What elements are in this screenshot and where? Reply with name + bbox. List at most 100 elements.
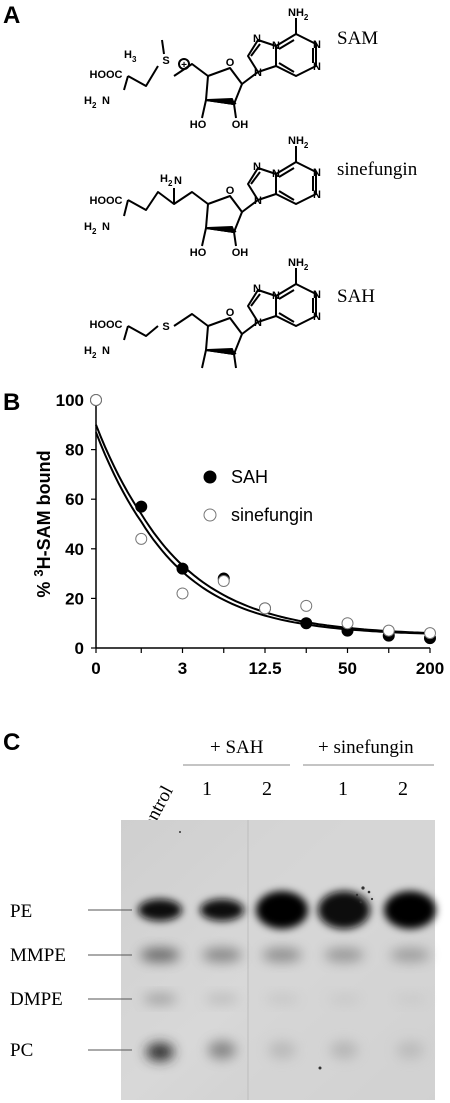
ribose-oxygen: O [226,307,235,319]
gel-band [324,948,364,962]
panel-label-a: A [3,2,21,29]
gel-band [384,891,436,929]
amino-label: H2 [84,95,97,110]
amine-label: NH2 [288,7,309,22]
y-axis-label: % 3H-SAM bound [31,450,54,597]
y-tick-label: 80 [65,441,84,460]
hydroxyl-bonds [201,99,237,119]
methyl-bond [161,39,165,55]
hydroxyl-label: OH [232,119,249,131]
band-label-pc: PC [10,1040,34,1061]
ribose-bold-edge [207,226,235,233]
side-chain [127,191,209,211]
glycosidic-bond [241,321,259,335]
charge-circle [178,58,190,70]
hydroxyl-label: HO [190,247,207,259]
data-point-sinefungin [424,627,436,640]
adenine-six-ring [275,161,317,205]
hydroxyl-bonds [201,227,237,247]
amine-label: NH2 [288,135,309,150]
amino-label: H2 [84,221,97,236]
amino-label: H2 [84,345,97,360]
ribose-oxygen: O [226,57,235,69]
hydroxyl-label: HO [190,369,207,370]
carboxyl-label: HOOC [90,69,123,81]
adenine-double-bonds [278,39,314,73]
n-atom: N [272,40,280,52]
adenine-five-ring [247,167,277,201]
lane-number-sah-1: 1 [202,778,212,800]
data-point-SAH [176,562,189,575]
chain-bonds [127,325,159,337]
y-tick-label: 60 [65,490,84,509]
lane-header-sah: + SAH [210,737,264,758]
data-point-sinefungin [341,617,354,630]
molecule-structure-sah: NH2NNNNNOHOOHSHOOCH2N [84,257,321,370]
n-atom: N [313,39,321,51]
panel-label-c: C [3,729,21,756]
imidazole-double-bond [250,293,261,307]
carboxyl-label: HOOC [90,319,123,331]
lane-number-sinefungin-1: 1 [338,778,348,800]
gel-band [268,1041,296,1059]
gel-band [143,994,177,1004]
gel-band [327,994,361,1004]
gel-band [390,948,430,962]
y-tick-label: 20 [65,589,84,608]
lane-number-sinefungin-2: 2 [398,778,408,800]
adenine-double-bonds [278,167,314,201]
band-label-mmpe: MMPE [10,945,66,966]
fit-curve-sinefungin [95,431,431,635]
ribose-ring [205,317,243,355]
legend-marker-sinefungin [203,508,217,522]
x-tick-label: 3 [178,659,187,678]
alpha-bond [123,199,129,217]
methyl-label: H3 [124,49,137,64]
header-rules [183,764,434,766]
data-point-SAH [300,617,313,630]
binding-chart: 0204060801000312.550200SAHsinefungin[µM … [31,391,444,678]
n-atom: N [313,61,321,73]
gel-band [200,899,244,921]
ribose-oxygen: O [226,185,235,197]
hydroxyl-bonds [201,349,237,369]
adenine-five-ring [247,39,277,73]
gel-band [208,1041,236,1059]
x-tick-label: 50 [338,659,357,678]
lane-header-sinefungin: + sinefungin [318,737,414,758]
alpha-bond [123,75,129,91]
ribose-bold-edge [207,348,235,355]
ribose-ring [205,67,243,105]
n-atom: N [272,168,280,180]
gel-band [330,1041,358,1059]
data-point-sinefungin [300,599,313,612]
adenine-five-ring [247,289,277,323]
y-tick-label: 0 [75,639,84,658]
x-tick-label: 12.5 [248,659,281,678]
gel-band [265,994,299,1004]
x-tick-label: 200 [416,659,444,678]
data-point-SAH [135,500,148,513]
n-atom: N [313,167,321,179]
gel-band [318,891,370,929]
hydroxyl-label: OH [232,247,249,259]
data-point-sinefungin [90,394,102,406]
n-atom: N [313,289,321,301]
sulfur-label: S [162,321,169,333]
gel-band [146,1043,174,1061]
branch-n: N [174,175,182,187]
data-point-sinefungin [382,624,395,637]
data-point-sinefungin [135,532,148,545]
x-tick-label: 0 [91,659,100,678]
molecule-name-sam: SAM [337,28,379,49]
gel-band [262,948,302,962]
legend-label-SAH: SAH [231,467,268,487]
gel-speckles [179,831,374,1070]
side-chain [173,313,209,327]
sulfur-label: S [162,55,169,67]
chain-bonds [127,65,159,87]
n-atom: N [272,290,280,302]
